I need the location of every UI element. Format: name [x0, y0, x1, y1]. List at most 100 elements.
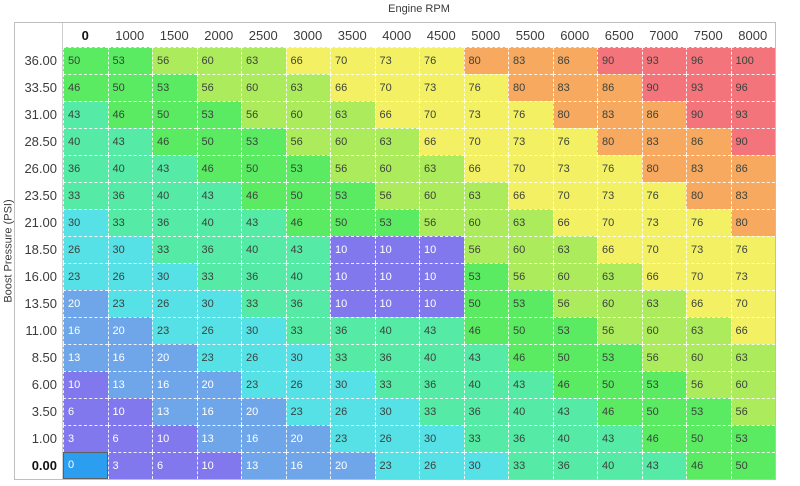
table-cell[interactable]: 56	[508, 263, 553, 290]
table-cell[interactable]: 40	[508, 398, 553, 425]
table-cell[interactable]: 30	[196, 290, 241, 317]
table-cell[interactable]: 33	[152, 236, 197, 263]
table-cell[interactable]: 66	[374, 101, 419, 128]
table-cell[interactable]: 60	[552, 263, 597, 290]
table-cell[interactable]: 63	[241, 47, 286, 74]
column-header-4500[interactable]: 4500	[419, 23, 464, 47]
table-cell[interactable]: 10	[419, 236, 464, 263]
table-cell[interactable]: 83	[730, 182, 775, 209]
table-cell[interactable]: 46	[597, 398, 642, 425]
table-cell[interactable]: 66	[463, 155, 508, 182]
table-cell[interactable]: 83	[686, 155, 731, 182]
table-cell[interactable]: 10	[419, 290, 464, 317]
table-cell[interactable]: 16	[63, 317, 108, 344]
row-header-16.00[interactable]: 16.00	[15, 263, 63, 290]
table-cell[interactable]: 60	[508, 236, 553, 263]
table-cell[interactable]: 66	[419, 128, 464, 155]
table-cell[interactable]: 86	[552, 47, 597, 74]
table-cell[interactable]: 23	[374, 452, 419, 479]
table-cell[interactable]: 76	[508, 101, 553, 128]
column-header-6500[interactable]: 6500	[597, 23, 642, 47]
table-cell[interactable]: 66	[641, 263, 686, 290]
table-cell[interactable]: 40	[552, 425, 597, 452]
table-cell[interactable]: 56	[152, 47, 197, 74]
table-cell[interactable]: 73	[508, 128, 553, 155]
table-cell[interactable]: 53	[641, 371, 686, 398]
table-cell[interactable]: 13	[241, 452, 286, 479]
table-cell[interactable]: 10	[152, 425, 197, 452]
table-cell[interactable]: 40	[463, 371, 508, 398]
table-cell[interactable]: 70	[508, 155, 553, 182]
column-header-8000[interactable]: 8000	[730, 23, 775, 47]
table-cell[interactable]: 60	[641, 317, 686, 344]
table-cell[interactable]: 46	[463, 317, 508, 344]
table-cell[interactable]: 50	[686, 425, 731, 452]
table-cell[interactable]: 73	[686, 236, 731, 263]
table-cell[interactable]: 40	[285, 263, 330, 290]
table-cell[interactable]: 56	[285, 128, 330, 155]
table-cell[interactable]: 20	[63, 290, 108, 317]
table-cell[interactable]: 93	[641, 47, 686, 74]
table-cell[interactable]: 40	[597, 452, 642, 479]
table-cell[interactable]: 26	[63, 236, 108, 263]
table-cell[interactable]: 70	[597, 209, 642, 236]
table-cell[interactable]: 66	[552, 209, 597, 236]
row-header-21.00[interactable]: 21.00	[15, 209, 63, 236]
table-cell[interactable]: 23	[152, 317, 197, 344]
column-header-5000[interactable]: 5000	[463, 23, 508, 47]
table-cell[interactable]: 66	[730, 317, 775, 344]
table-cell[interactable]: 43	[241, 209, 286, 236]
table-cell[interactable]: 36	[419, 371, 464, 398]
table-cell[interactable]: 30	[63, 209, 108, 236]
table-cell[interactable]: 26	[152, 290, 197, 317]
table-cell[interactable]: 46	[107, 101, 152, 128]
table-cell[interactable]: 63	[374, 128, 419, 155]
table-cell[interactable]: 100	[730, 47, 775, 74]
table-cell[interactable]: 53	[285, 155, 330, 182]
row-header-11.00[interactable]: 11.00	[15, 317, 63, 344]
table-cell[interactable]: 10	[196, 452, 241, 479]
table-cell[interactable]: 46	[285, 209, 330, 236]
table-cell[interactable]: 60	[285, 101, 330, 128]
table-cell[interactable]: 43	[63, 101, 108, 128]
table-cell[interactable]: 36	[285, 290, 330, 317]
table-cell[interactable]: 6	[63, 398, 108, 425]
table-cell[interactable]: 20	[196, 371, 241, 398]
table-cell[interactable]: 26	[285, 371, 330, 398]
table-cell[interactable]: 63	[641, 290, 686, 317]
row-header-8.50[interactable]: 8.50	[15, 344, 63, 371]
table-cell[interactable]: 73	[597, 182, 642, 209]
row-header-3.50[interactable]: 3.50	[15, 398, 63, 425]
table-cell[interactable]: 43	[552, 398, 597, 425]
table-cell[interactable]: 10	[107, 398, 152, 425]
table-cell[interactable]: 83	[641, 128, 686, 155]
table-cell[interactable]: 60	[419, 182, 464, 209]
row-header-28.50[interactable]: 28.50	[15, 128, 63, 155]
table-cell[interactable]: 40	[419, 344, 464, 371]
table-cell[interactable]: 10	[419, 263, 464, 290]
table-cell[interactable]: 76	[641, 182, 686, 209]
table-cell[interactable]: 3	[107, 452, 152, 479]
table-cell[interactable]: 50	[241, 155, 286, 182]
column-header-3500[interactable]: 3500	[330, 23, 375, 47]
row-header-31.00[interactable]: 31.00	[15, 101, 63, 128]
table-cell[interactable]: 80	[686, 182, 731, 209]
table-cell[interactable]: 53	[241, 128, 286, 155]
column-header-6000[interactable]: 6000	[552, 23, 597, 47]
table-cell[interactable]: 43	[285, 236, 330, 263]
row-header-33.50[interactable]: 33.50	[15, 74, 63, 101]
table-cell-selected[interactable]: 0	[63, 452, 108, 479]
table-cell[interactable]: 80	[463, 47, 508, 74]
table-cell[interactable]: 10	[374, 236, 419, 263]
table-cell[interactable]: 66	[597, 236, 642, 263]
table-cell[interactable]: 90	[686, 101, 731, 128]
table-cell[interactable]: 90	[730, 128, 775, 155]
table-cell[interactable]: 50	[552, 344, 597, 371]
table-cell[interactable]: 53	[686, 398, 731, 425]
table-cell[interactable]: 23	[196, 344, 241, 371]
table-cell[interactable]: 50	[508, 317, 553, 344]
table-cell[interactable]: 76	[686, 209, 731, 236]
table-cell[interactable]: 10	[330, 236, 375, 263]
table-cell[interactable]: 56	[730, 398, 775, 425]
table-cell[interactable]: 46	[241, 182, 286, 209]
